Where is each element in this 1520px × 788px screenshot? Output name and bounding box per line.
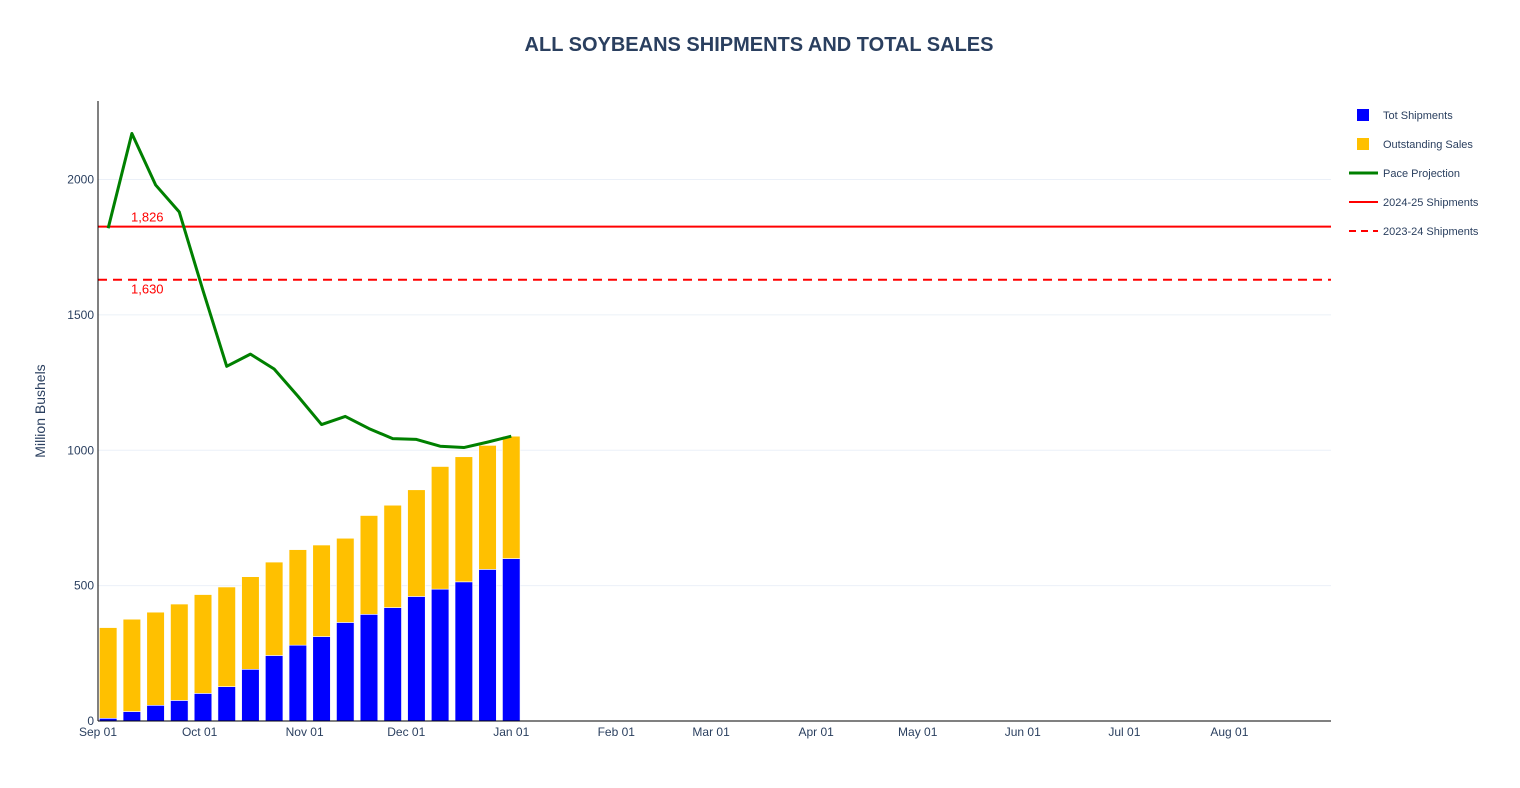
legend-item[interactable]: Pace Projection: [1349, 168, 1460, 180]
pace-projection-series: [106, 131, 512, 450]
outstanding-sales-bar: [265, 561, 284, 656]
axes: [97, 101, 1331, 722]
y-axis-ticks: 0 500 1000 1500 2000: [67, 173, 94, 728]
y-tick-label: 1000: [67, 443, 94, 457]
tot-shipments-bar: [217, 686, 236, 722]
legend-label: 2024-25 Shipments: [1383, 197, 1479, 209]
legend-item[interactable]: 2024-25 Shipments: [1349, 197, 1479, 209]
x-tick-label: Oct 01: [182, 725, 218, 739]
outstanding-sales-bar: [288, 549, 307, 646]
x-tick-label: May 01: [898, 725, 938, 739]
x-tick-label: Sep 01: [79, 725, 117, 739]
x-tick-label: Feb 01: [598, 725, 636, 739]
outstanding-sales-bar: [99, 627, 118, 719]
tot-shipments-bar: [359, 614, 379, 722]
outstanding-sales-bar: [146, 611, 165, 706]
x-tick-label: Nov 01: [286, 725, 324, 739]
bar-series: [99, 435, 521, 722]
tot-shipments-bar: [193, 693, 213, 722]
reference-line-label: 1,630: [131, 282, 164, 297]
x-tick-label: Mar 01: [692, 725, 730, 739]
tot-shipments-bar: [146, 704, 165, 722]
y-tick-label: 2000: [67, 173, 94, 187]
outstanding-sales-bar: [502, 435, 521, 559]
tot-shipments-bar: [383, 607, 402, 722]
legend-item[interactable]: Outstanding Sales: [1357, 138, 1473, 151]
outstanding-sales-bar: [454, 456, 473, 583]
tot-shipments-bar: [312, 636, 331, 722]
legend-swatch: [1357, 138, 1369, 150]
legend-label: Tot Shipments: [1383, 110, 1453, 122]
legend[interactable]: Tot Shipments Outstanding Sales Pace Proje…: [1349, 109, 1479, 238]
tot-shipments-bar: [241, 668, 260, 722]
x-tick-label: Jul 01: [1108, 725, 1140, 739]
tot-shipments-bar: [407, 596, 426, 722]
outstanding-sales-bar: [431, 466, 450, 590]
outstanding-sales-bar: [407, 489, 426, 597]
y-axis-title: Million Bushels: [32, 364, 48, 457]
outstanding-sales-bar: [241, 576, 260, 670]
tot-shipments-bar: [336, 622, 355, 722]
y-tick-label: 0: [87, 714, 94, 728]
x-tick-label: Jun 01: [1005, 725, 1041, 739]
outstanding-sales-bar: [383, 504, 402, 608]
tot-shipments-bar: [454, 581, 473, 722]
tot-shipments-bar: [265, 655, 284, 722]
legend-item[interactable]: 2023-24 Shipments: [1349, 226, 1479, 238]
x-tick-label: Aug 01: [1210, 725, 1248, 739]
legend-swatch: [1357, 109, 1369, 121]
legend-label: 2023-24 Shipments: [1383, 226, 1479, 238]
tot-shipments-bar: [431, 588, 450, 722]
tot-shipments-bar: [478, 569, 497, 722]
x-axis-ticks: Sep 01 Oct 01 Nov 01 Dec 01 Jan 01 Feb 01 Mar …: [79, 725, 1249, 739]
y-tick-label: 1500: [67, 308, 94, 322]
gridlines: [98, 179, 1331, 587]
legend-label: Outstanding Sales: [1383, 139, 1473, 151]
outstanding-sales-bar: [170, 603, 189, 701]
outstanding-sales-bar: [359, 515, 379, 615]
outstanding-sales-bar: [312, 544, 331, 637]
chart-title: ALL SOYBEANS SHIPMENTS AND TOTAL SALES: [525, 34, 994, 56]
legend-label: Pace Projection: [1383, 168, 1460, 180]
x-tick-label: Apr 01: [798, 725, 834, 739]
tot-shipments-bar: [502, 558, 521, 722]
outstanding-sales-bar: [193, 594, 213, 694]
x-tick-label: Dec 01: [387, 725, 425, 739]
outstanding-sales-bar: [478, 445, 497, 570]
tot-shipments-bar: [288, 644, 307, 722]
y-tick-label: 500: [74, 579, 94, 593]
reference-lines: 1,826 1,630: [98, 210, 1331, 297]
outstanding-sales-bar: [336, 537, 355, 623]
tot-shipments-bar: [122, 711, 141, 722]
outstanding-sales-bar: [217, 586, 236, 687]
x-tick-label: Jan 01: [493, 725, 529, 739]
pace-projection-line: [106, 131, 512, 450]
legend-item[interactable]: Tot Shipments: [1357, 109, 1453, 122]
reference-line-label: 1,826: [131, 210, 164, 225]
tot-shipments-bar: [170, 700, 189, 722]
outstanding-sales-bar: [122, 618, 141, 712]
